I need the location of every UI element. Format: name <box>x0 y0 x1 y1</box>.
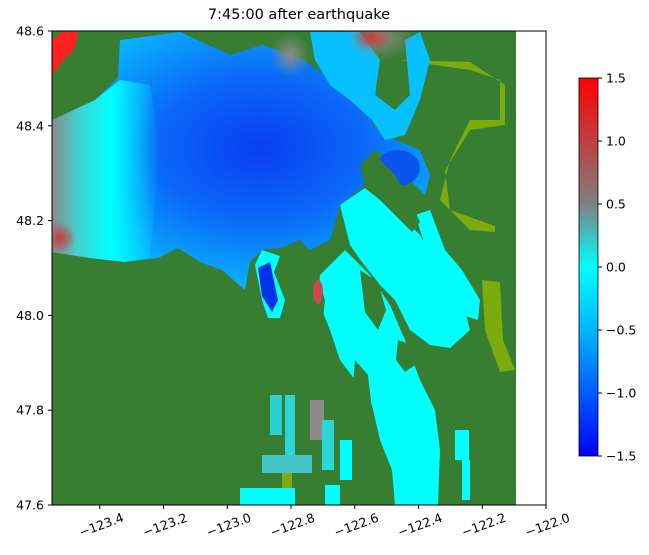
y-axis: 47.6 47.8 48.0 48.2 48.4 48.6 <box>16 24 52 513</box>
y-tick-label: 48.0 <box>16 308 44 323</box>
inlet-cell <box>270 395 282 435</box>
water-puget-main <box>340 188 470 348</box>
map-layer <box>52 31 546 505</box>
plot-frame <box>51 30 547 506</box>
y-tick-label: 47.6 <box>16 498 44 513</box>
red-corner <box>52 32 78 75</box>
water-red-spot <box>313 280 323 304</box>
inlet-cell <box>322 420 334 470</box>
x-tick-label: −123.0 <box>204 510 253 540</box>
colorbar-tick-label: −0.5 <box>606 323 636 338</box>
inlet-cell <box>455 430 469 460</box>
x-tick-label: −122.6 <box>332 510 381 540</box>
colorbar-tick-label: 0.5 <box>606 197 626 212</box>
island-kitsap <box>352 360 372 430</box>
colorbar-tick-label: 1.0 <box>606 134 626 149</box>
no-data-area <box>516 31 546 505</box>
colorbar-tick-label: 1.5 <box>606 71 626 86</box>
island-vashon <box>396 340 415 372</box>
x-tick-label: −123.2 <box>141 510 190 540</box>
x-tick-label: −122.4 <box>396 510 445 540</box>
red-shade-north <box>352 31 392 50</box>
x-axis: −123.4 −123.2 −123.0 −122.8 −122.6 −122.4 −122… <box>77 505 572 540</box>
y-tick-label: 48.4 <box>16 118 44 133</box>
red-shade-west <box>52 222 76 254</box>
x-tick-label: −122.8 <box>268 510 317 540</box>
inlet-cell <box>462 460 470 500</box>
inlet-cell <box>310 400 324 440</box>
inlet-cell <box>325 485 340 505</box>
shallow-fringe-south <box>482 280 515 372</box>
y-tick-label: 47.8 <box>16 403 44 418</box>
inlet-cell <box>240 488 295 505</box>
island-whidbey <box>366 152 420 232</box>
water-hood-canal-deep <box>258 262 278 312</box>
y-tick-label: 48.2 <box>16 213 44 228</box>
colorbar-tick-label: −1.5 <box>606 449 636 464</box>
colorbar-tick-label: −1.0 <box>606 386 636 401</box>
water-channel-east <box>415 210 480 320</box>
inlet-cell <box>340 440 352 480</box>
shallow-fringe-spot <box>282 472 292 490</box>
water-puget-south <box>318 250 440 505</box>
x-tick-label: −122.0 <box>523 510 572 540</box>
colorbar-axis: −1.5 −1.0 −0.5 0.0 0.5 1.0 1.5 <box>598 71 636 464</box>
y-tick-label: 48.6 <box>16 24 44 39</box>
gray-shade-mid <box>270 33 310 77</box>
island-marrowstone <box>295 262 325 330</box>
chart-title: 7:45:00 after earthquake <box>207 7 391 23</box>
island-bainbridge <box>360 270 386 330</box>
colorbar <box>578 77 599 457</box>
colorbar-tick-label: 0.0 <box>606 260 626 275</box>
water-north-channels <box>310 32 430 140</box>
inlet-cell <box>262 455 312 473</box>
inlet-cell <box>285 395 295 455</box>
x-tick-label: −122.2 <box>459 510 508 540</box>
x-tick-label: −123.4 <box>77 510 126 540</box>
water-west <box>52 80 160 262</box>
